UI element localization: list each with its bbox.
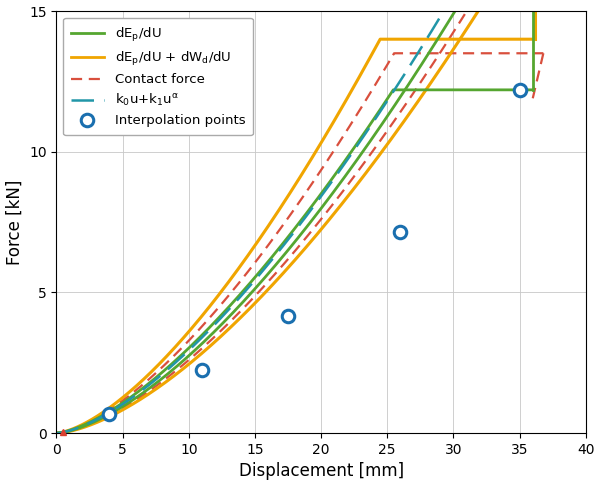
Legend: dE$_\mathregular{p}$/dU, dE$_\mathregular{p}$/dU + dW$_\mathregular{d}$/dU, Cont: dE$_\mathregular{p}$/dU, dE$_\mathregula… bbox=[63, 17, 253, 135]
Y-axis label: Force [kN]: Force [kN] bbox=[5, 179, 23, 265]
X-axis label: Displacement [mm]: Displacement [mm] bbox=[239, 463, 404, 481]
